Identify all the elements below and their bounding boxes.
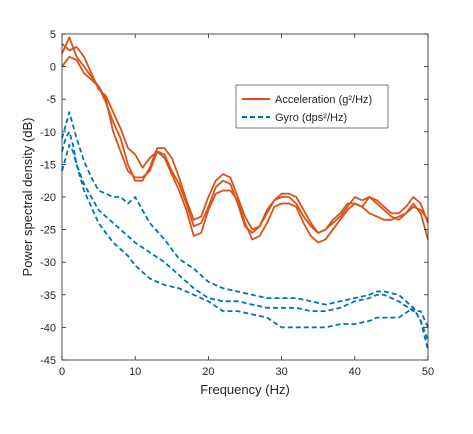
y-tick-label: -20: [40, 192, 56, 204]
y-tick-label: -35: [40, 290, 56, 302]
y-axis-ticks: -45 -40 -35 -30 -25 -20 -15 -10 -5 0 5: [40, 29, 428, 367]
x-tick-label: 10: [129, 366, 141, 378]
legend-box: [235, 84, 389, 129]
y-tick-label: -30: [40, 257, 56, 269]
y-tick-label: -10: [40, 127, 56, 139]
y-tick-label: -5: [46, 94, 56, 106]
x-tick-label: 40: [349, 366, 361, 378]
acceleration-series-line-3: [61, 55, 429, 244]
y-tick-label: -25: [40, 225, 56, 237]
x-tick-label: 20: [202, 366, 214, 378]
legend-label-acceleration: Acceleration (g²/Hz): [275, 94, 372, 106]
series-layer: [61, 36, 429, 351]
y-tick-label: -40: [40, 322, 56, 334]
acceleration-series-line-1: [61, 36, 429, 234]
x-axis-ticks: 0 10 20 30 40 50: [59, 34, 434, 378]
x-tick-label: 50: [422, 366, 434, 378]
x-tick-label: 0: [59, 366, 65, 378]
x-axis-label: Frequency (Hz): [200, 382, 290, 397]
legend: Acceleration (g²/Hz) Gyro (dps²/Hz): [235, 84, 389, 129]
y-tick-label: 5: [50, 29, 56, 41]
x-tick-label: 30: [275, 366, 287, 378]
y-tick-label: -45: [40, 355, 56, 367]
legend-label-gyro: Gyro (dps²/Hz): [275, 112, 347, 124]
acceleration-series-line-2: [61, 43, 429, 240]
y-tick-label: 0: [50, 62, 56, 74]
y-tick-label: -15: [40, 159, 56, 171]
y-axis-label: Power spectral density (dB): [20, 118, 35, 277]
gyro-series-line-4: [61, 111, 429, 341]
gyro-series-line-6: [61, 143, 429, 351]
